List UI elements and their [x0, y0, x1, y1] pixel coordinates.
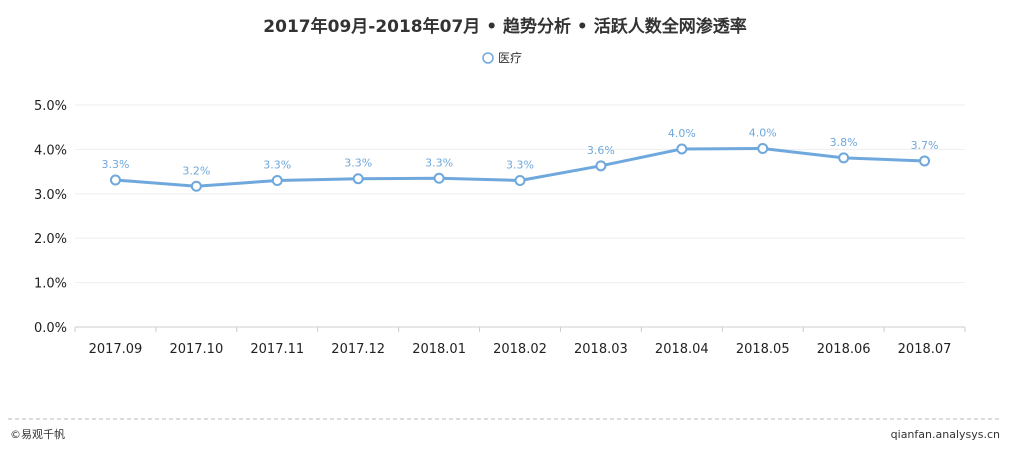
y-tick-label: 1.0% — [34, 277, 67, 292]
x-tick-label: 2018.07 — [898, 342, 952, 357]
grid — [75, 104, 965, 284]
x-tick-label: 2018.01 — [412, 342, 466, 357]
y-tick-label: 3.0% — [34, 188, 67, 203]
y-tick-label: 0.0% — [34, 321, 67, 336]
data-point[interactable] — [514, 174, 526, 186]
data-label: 3.7% — [911, 139, 939, 152]
data-label: 3.3% — [263, 158, 291, 171]
data-label: 3.3% — [425, 156, 453, 169]
data-point[interactable] — [190, 180, 202, 192]
data-point[interactable] — [757, 143, 769, 155]
data-label: 3.3% — [506, 158, 534, 171]
x-tick-label: 2018.04 — [655, 342, 709, 357]
y-tick-label: 4.0% — [34, 143, 67, 158]
data-point[interactable] — [919, 155, 931, 167]
data-point[interactable] — [352, 173, 364, 185]
data-label: 3.3% — [101, 158, 129, 171]
data-point[interactable] — [271, 174, 283, 186]
legend[interactable]: 医疗 — [482, 51, 522, 65]
data-label: 3.6% — [587, 144, 615, 157]
y-tick-label: 5.0% — [34, 99, 67, 114]
footer-source: qianfan.analysys.cn — [891, 428, 1000, 441]
chart-title: 2017年09月-2018年07月 • 趋势分析 • 活跃人数全网渗透率 — [263, 16, 746, 37]
y-tick-label: 2.0% — [34, 232, 67, 247]
x-tick-label: 2017.10 — [169, 342, 223, 357]
legend-label: 医疗 — [498, 51, 522, 65]
data-point[interactable] — [676, 143, 688, 155]
x-axis: 2017.09 2017.10 2017.11 2017.12 2018.01 2018.… — [74, 326, 966, 357]
data-label: 4.0% — [749, 127, 777, 140]
series-line — [109, 143, 931, 192]
x-tick-label: 2018.05 — [736, 342, 790, 357]
data-point[interactable] — [109, 174, 121, 186]
x-tick-label: 2018.02 — [493, 342, 547, 357]
x-tick-label: 2017.12 — [331, 342, 385, 357]
data-label: 4.0% — [668, 127, 696, 140]
x-tick-label: 2018.06 — [817, 342, 871, 357]
data-point[interactable] — [838, 152, 850, 164]
legend-marker-icon — [482, 52, 494, 64]
x-tick-label: 2017.11 — [250, 342, 304, 357]
data-label: 3.8% — [830, 136, 858, 149]
data-label: 3.3% — [344, 157, 372, 170]
data-point[interactable] — [595, 160, 607, 172]
data-point[interactable] — [433, 172, 445, 184]
y-axis: 0.0% 1.0% 2.0% 3.0% 4.0% 5.0% — [34, 99, 67, 336]
x-tick-label: 2018.03 — [574, 342, 628, 357]
footer-copyright: ©易观千帆 — [10, 427, 65, 441]
data-labels: 3.3% 3.2% 3.3% 3.3% 3.3% 3.3% 3.6% 4.0% 4.0% 3.8%… — [101, 127, 938, 178]
x-tick-label: 2017.09 — [89, 342, 143, 357]
data-label: 3.2% — [182, 164, 210, 177]
